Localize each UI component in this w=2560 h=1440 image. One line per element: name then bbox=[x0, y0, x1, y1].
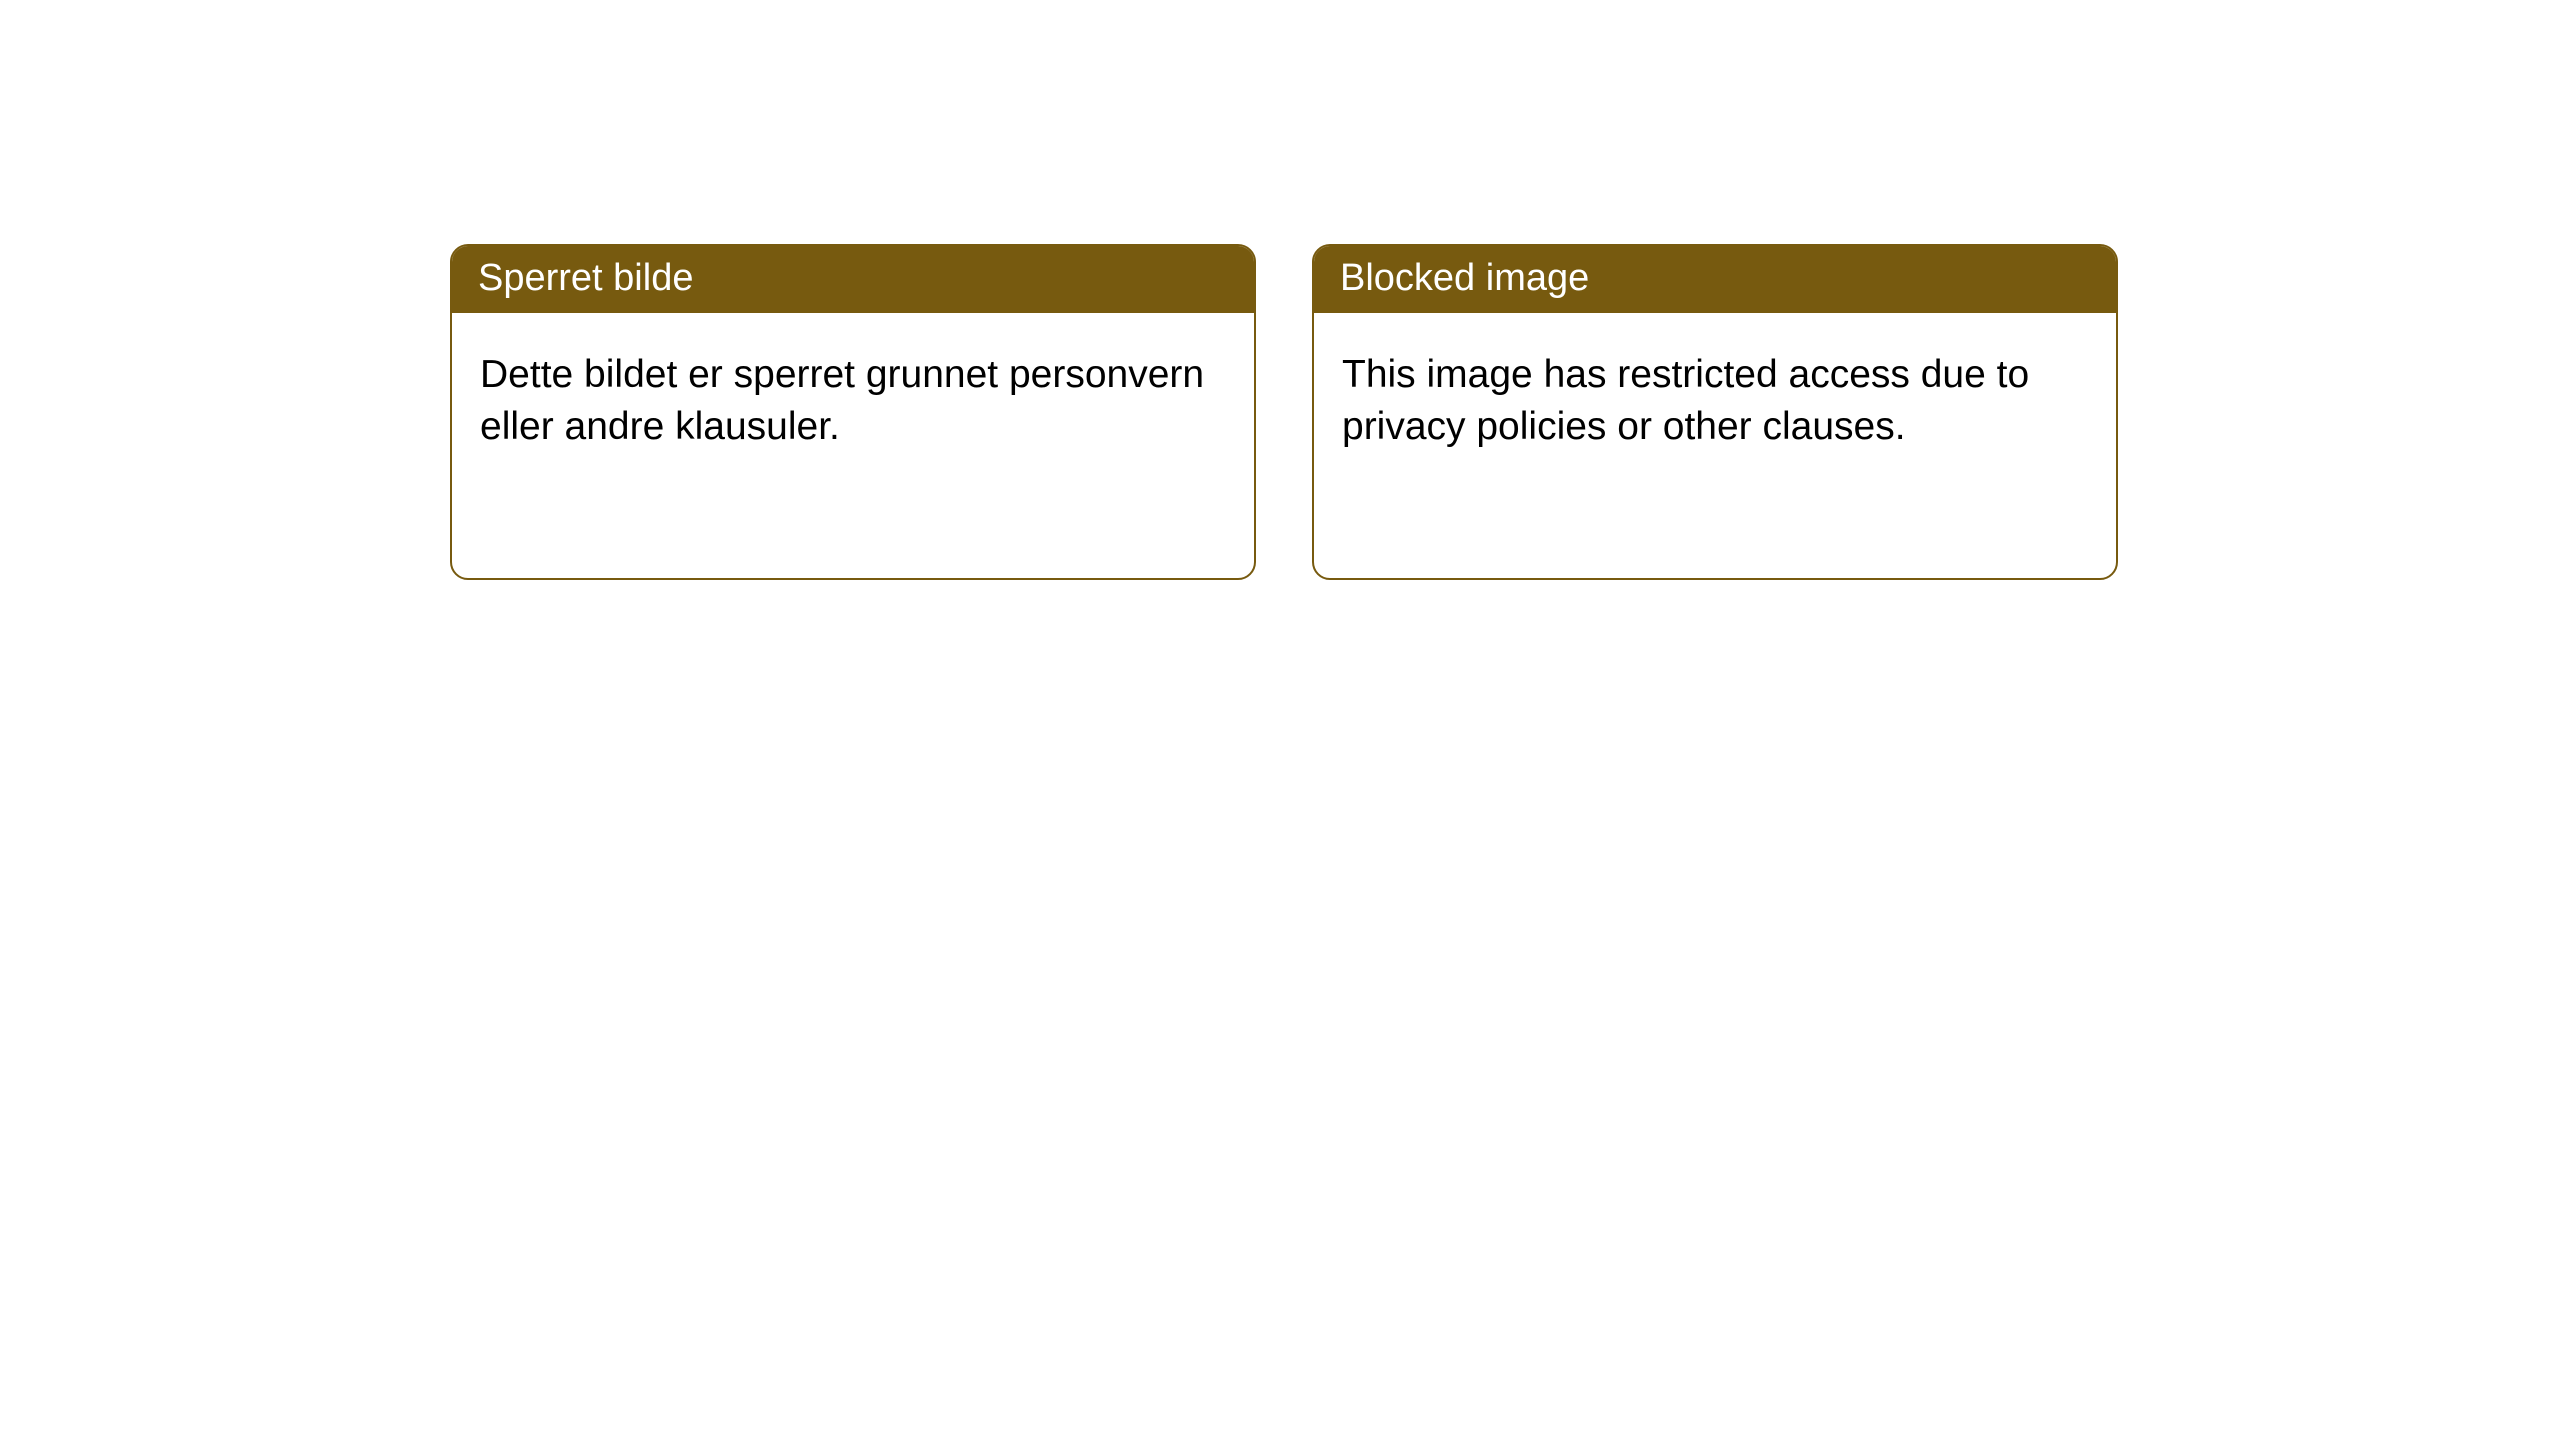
notice-card-norwegian: Sperret bilde Dette bildet er sperret gr… bbox=[450, 244, 1256, 580]
notice-body: Dette bildet er sperret grunnet personve… bbox=[452, 313, 1254, 489]
notice-card-english: Blocked image This image has restricted … bbox=[1312, 244, 2118, 580]
notice-body: This image has restricted access due to … bbox=[1314, 313, 2116, 489]
notice-header: Blocked image bbox=[1314, 246, 2116, 313]
notice-container: Sperret bilde Dette bildet er sperret gr… bbox=[0, 0, 2560, 580]
notice-header: Sperret bilde bbox=[452, 246, 1254, 313]
